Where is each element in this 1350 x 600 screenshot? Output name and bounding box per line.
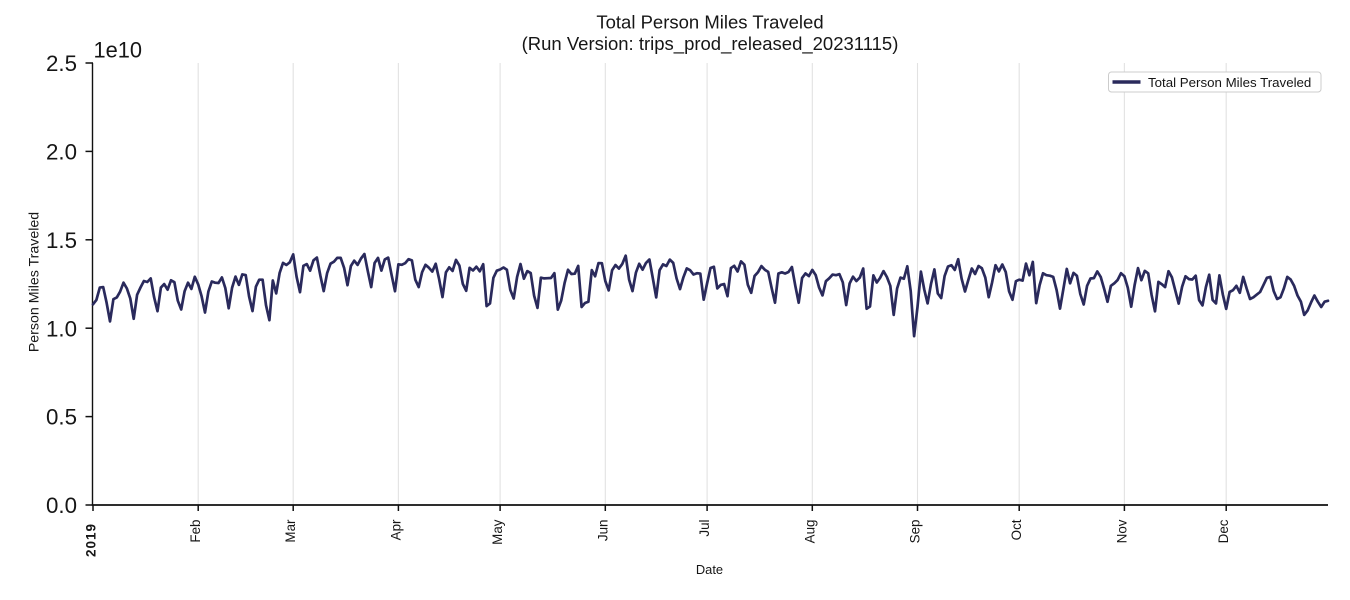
svg-text:Mar: Mar <box>283 519 298 543</box>
svg-text:Total Person Miles Traveled: Total Person Miles Traveled <box>1148 75 1311 90</box>
svg-text:1.5: 1.5 <box>46 228 77 253</box>
svg-text:0.5: 0.5 <box>46 405 77 430</box>
svg-text:Oct: Oct <box>1009 519 1024 540</box>
svg-text:May: May <box>490 519 505 545</box>
svg-text:Sep: Sep <box>908 520 923 544</box>
svg-text:0.0: 0.0 <box>46 493 77 518</box>
svg-text:2019: 2019 <box>84 523 99 557</box>
svg-text:1.0: 1.0 <box>46 316 77 341</box>
svg-text:Person Miles Traveled: Person Miles Traveled <box>27 212 43 352</box>
svg-text:2.5: 2.5 <box>46 51 77 76</box>
svg-text:1e10: 1e10 <box>94 38 143 63</box>
svg-text:Aug: Aug <box>802 520 817 544</box>
svg-text:Date: Date <box>696 562 723 577</box>
svg-text:Feb: Feb <box>188 520 203 543</box>
svg-text:2.0: 2.0 <box>46 140 77 165</box>
svg-text:Jul: Jul <box>697 519 712 536</box>
svg-text:Dec: Dec <box>1216 519 1231 543</box>
svg-text:Apr: Apr <box>388 519 403 540</box>
svg-text:Nov: Nov <box>1114 519 1129 543</box>
svg-text:Jun: Jun <box>595 520 610 542</box>
svg-text:(Run Version: trips_prod_relea: (Run Version: trips_prod_released_202311… <box>522 33 899 55</box>
svg-text:Total Person Miles Traveled: Total Person Miles Traveled <box>596 12 823 33</box>
